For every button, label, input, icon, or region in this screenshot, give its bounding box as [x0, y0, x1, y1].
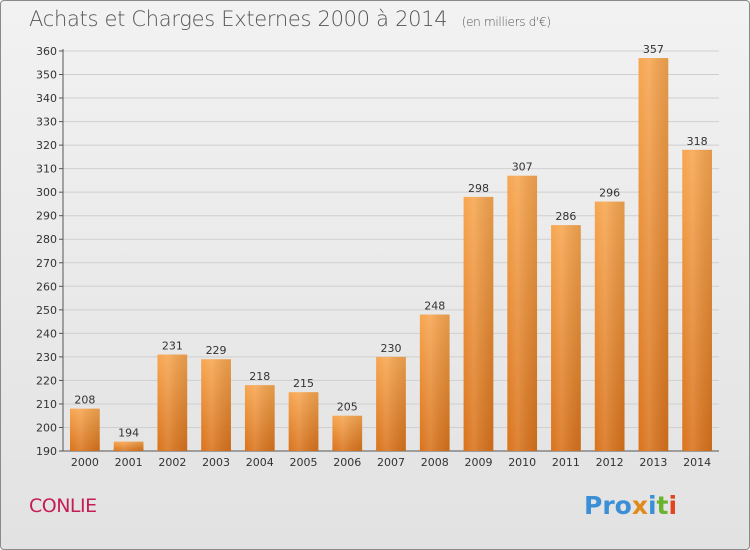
- value-label-2001: 194: [118, 427, 139, 440]
- commune-name: CONLIE: [29, 495, 97, 517]
- bar-shade: [113, 441, 144, 451]
- bar-shade: [244, 385, 275, 451]
- bar-shade: [288, 392, 319, 451]
- bar-shade: [463, 196, 494, 451]
- y-tick-label: 210: [36, 398, 57, 411]
- y-tick-label: 260: [36, 280, 57, 293]
- chart-title-text: Achats et Charges Externes 2000 à 2014: [29, 7, 448, 31]
- x-tick-label-2009: 2009: [464, 456, 492, 469]
- value-label-2010: 307: [512, 161, 533, 174]
- x-tick-label-2002: 2002: [158, 456, 186, 469]
- y-tick-label: 240: [36, 327, 57, 340]
- bar-shade: [201, 359, 231, 451]
- y-tick-label: 280: [36, 233, 57, 246]
- chart-title: Achats et Charges Externes 2000 à 2014 (…: [29, 7, 551, 31]
- value-label-2014: 318: [687, 135, 708, 148]
- x-tick-label-2013: 2013: [639, 456, 667, 469]
- x-tick-label-2004: 2004: [246, 456, 274, 469]
- bar-shade: [376, 356, 406, 451]
- x-tick-label-2007: 2007: [377, 456, 405, 469]
- proxiti-logo: Proxiti: [584, 491, 677, 520]
- value-label-2005: 215: [293, 377, 314, 390]
- value-label-2000: 208: [74, 394, 95, 407]
- x-tick-label-2012: 2012: [596, 456, 624, 469]
- bar-shade: [551, 225, 581, 451]
- bar-shade: [419, 314, 450, 451]
- value-label-2009: 298: [468, 182, 489, 195]
- y-tick-label: 310: [36, 163, 57, 176]
- bar-layer: [69, 58, 713, 452]
- y-tick-label: 300: [36, 186, 57, 199]
- x-tick-label-2003: 2003: [202, 456, 230, 469]
- y-tick-label: 290: [36, 210, 57, 223]
- y-tick-label: 190: [36, 445, 57, 458]
- value-label-2008: 248: [424, 300, 445, 313]
- value-label-2002: 231: [162, 340, 183, 353]
- logo-part-4: t: [656, 491, 669, 520]
- x-tick-label-2014: 2014: [683, 456, 711, 469]
- label-layer: 190 200 210 220 230 240 250 260 270 280 290 300 310 3…: [36, 43, 711, 469]
- value-label-2006: 205: [337, 401, 358, 414]
- logo-part-1: Pro: [584, 491, 632, 520]
- value-label-2011: 286: [555, 210, 576, 223]
- value-label-2012: 296: [599, 187, 620, 200]
- y-tick-label: 320: [36, 139, 57, 152]
- logo-part-2: x: [631, 491, 648, 520]
- bar-shade: [638, 58, 669, 451]
- value-label-2007: 230: [381, 342, 402, 355]
- bar-shade: [157, 354, 188, 451]
- bar-shade: [332, 415, 363, 451]
- y-tick-label: 250: [36, 304, 57, 317]
- value-label-2013: 357: [643, 43, 664, 56]
- y-tick-label: 200: [36, 421, 57, 434]
- x-tick-label-2000: 2000: [71, 456, 99, 469]
- x-tick-label-2010: 2010: [508, 456, 536, 469]
- x-tick-label-2006: 2006: [333, 456, 361, 469]
- value-label-2004: 218: [249, 370, 270, 383]
- x-tick-label-2005: 2005: [290, 456, 318, 469]
- logo-part-5: i: [668, 491, 678, 520]
- bar-shade: [682, 149, 713, 451]
- x-tick-label-2001: 2001: [115, 456, 143, 469]
- y-tick-label: 360: [36, 45, 57, 58]
- bar-shade: [507, 175, 538, 452]
- y-tick-label: 270: [36, 257, 57, 270]
- bar-shade: [594, 201, 625, 451]
- bar-shade: [69, 408, 100, 451]
- y-tick-label: 340: [36, 92, 57, 105]
- x-tick-label-2008: 2008: [421, 456, 449, 469]
- y-tick-label: 330: [36, 116, 57, 129]
- logo-part-3: i: [647, 491, 657, 520]
- chart-unit: (en milliers d'€): [461, 15, 551, 29]
- y-tick-label: 230: [36, 351, 57, 364]
- y-tick-label: 350: [36, 69, 57, 82]
- value-label-2003: 229: [206, 344, 227, 357]
- y-tick-label: 220: [36, 374, 57, 387]
- x-tick-label-2011: 2011: [552, 456, 580, 469]
